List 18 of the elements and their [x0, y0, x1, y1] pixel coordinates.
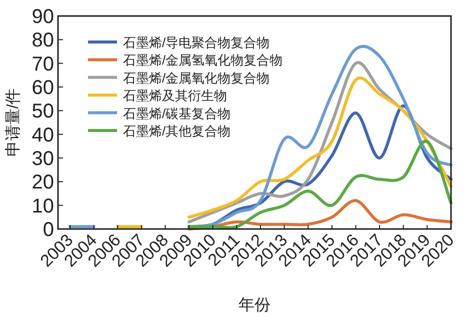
legend-label: 石墨烯及其衍生物: [123, 88, 227, 104]
y-tick-label: 30: [32, 148, 54, 170]
y-tick-label: 60: [32, 77, 54, 99]
y-tick-label: 70: [32, 53, 54, 76]
legend-label: 石墨烯/金属氧化物复合物: [123, 70, 270, 86]
y-axis-title: 申请量/件: [4, 88, 22, 157]
legend-label: 石墨烯/金属氢氧化物复合物: [123, 52, 283, 68]
y-tick-label: 0: [42, 219, 54, 241]
y-tick-label: 50: [32, 100, 54, 123]
legend-label: 石墨烯/导电聚合物复合物: [123, 35, 270, 50]
x-axis-title: 年份: [238, 297, 270, 314]
legend-label: 石墨烯/其他复合物: [123, 124, 231, 138]
y-tick-label: 10: [32, 195, 54, 218]
y-tick-label: 20: [32, 172, 54, 194]
y-tick-label: 40: [32, 124, 54, 146]
y-tick-label: 90: [32, 6, 54, 28]
legend-label: 石墨烯/碳基复合物: [123, 106, 231, 121]
y-tick-label: 80: [32, 30, 54, 52]
